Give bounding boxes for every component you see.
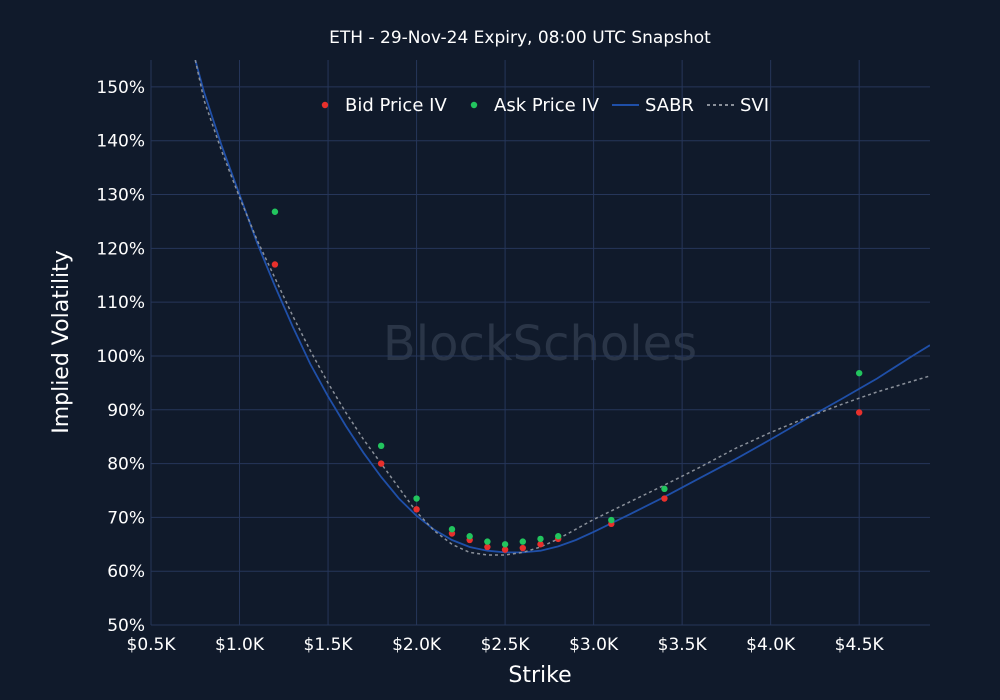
y-tick-label: 110%: [96, 293, 145, 313]
bid-iv-point: [855, 409, 863, 416]
x-tick-label: $4.5K: [835, 635, 885, 655]
ask-iv-point: [519, 538, 526, 545]
bid-iv-point: [413, 506, 420, 513]
x-tick-label: $4.0K: [746, 635, 796, 655]
chart-title: ETH - 29-Nov-24 Expiry, 08:00 UTC Snapsh…: [329, 28, 711, 48]
x-axis-title: Strike: [508, 663, 571, 688]
y-tick-label: 120%: [96, 239, 145, 259]
x-tick-label: $3.5K: [658, 635, 708, 655]
ask-iv-point: [855, 369, 863, 377]
x-tick-label: $3.0K: [569, 635, 619, 655]
ask-iv-point: [501, 541, 509, 548]
ask-iv-point: [484, 538, 491, 545]
bid-iv-point: [484, 543, 491, 551]
ask-iv-point: [448, 526, 456, 533]
sabr-curve: [194, 60, 930, 554]
bid-iv-point: [519, 544, 526, 552]
ask-iv-point: [555, 533, 562, 540]
x-axis-ticks: $0.5K $1.0K $1.5K $2.0K $2.5K $3.0K $3.5K $4.0K…: [127, 635, 885, 655]
legend-swatch: [321, 101, 329, 109]
markers: [271, 208, 863, 553]
bid-iv-point: [377, 460, 385, 467]
ask-iv-point: [413, 495, 420, 502]
grid: [150, 60, 930, 626]
watermark-logo-text: BlockScholes: [383, 316, 697, 372]
y-tick-label: 140%: [96, 132, 145, 152]
ask-iv-point: [466, 533, 473, 540]
y-tick-label: 60%: [107, 562, 145, 582]
curves: [194, 60, 930, 556]
legend-label: SABR: [645, 95, 694, 116]
bid-iv-point: [661, 495, 668, 502]
legend-label: Ask Price IV: [494, 95, 600, 116]
ask-iv-point: [661, 485, 668, 493]
x-tick-label: $1.0K: [215, 635, 265, 655]
x-tick-label: $2.0K: [392, 635, 442, 655]
legend-label: SVI: [740, 95, 769, 116]
legend-label: Bid Price IV: [345, 95, 447, 116]
y-tick-label: 100%: [96, 347, 145, 367]
ask-iv-point: [537, 535, 544, 543]
bid-iv-point: [537, 541, 544, 548]
x-tick-label: $0.5K: [127, 635, 177, 655]
ask-iv-point: [271, 208, 279, 215]
legend-swatch: [470, 101, 478, 109]
ask-iv-point: [608, 516, 615, 524]
y-tick-label: 130%: [96, 186, 145, 206]
y-tick-label: 70%: [107, 508, 145, 528]
legend: Bid Price IV Ask Price IV SABR SVI: [321, 95, 769, 116]
y-tick-label: 150%: [96, 78, 145, 98]
y-tick-label: 90%: [107, 401, 145, 421]
ask-iv-point: [377, 442, 385, 450]
y-tick-label: 80%: [107, 455, 145, 475]
bid-iv-point: [271, 261, 279, 268]
y-axis-title: Implied Volatility: [49, 250, 74, 434]
x-tick-label: $2.5K: [481, 635, 531, 655]
bid-iv-point: [501, 546, 509, 553]
x-tick-label: $1.5K: [304, 635, 354, 655]
y-axis-ticks: 50% 60% 70% 80% 90% 100% 110% 120% 130% 140% 150%: [96, 78, 145, 636]
y-tick-label: 50%: [107, 616, 145, 636]
svi-curve: [194, 60, 930, 556]
